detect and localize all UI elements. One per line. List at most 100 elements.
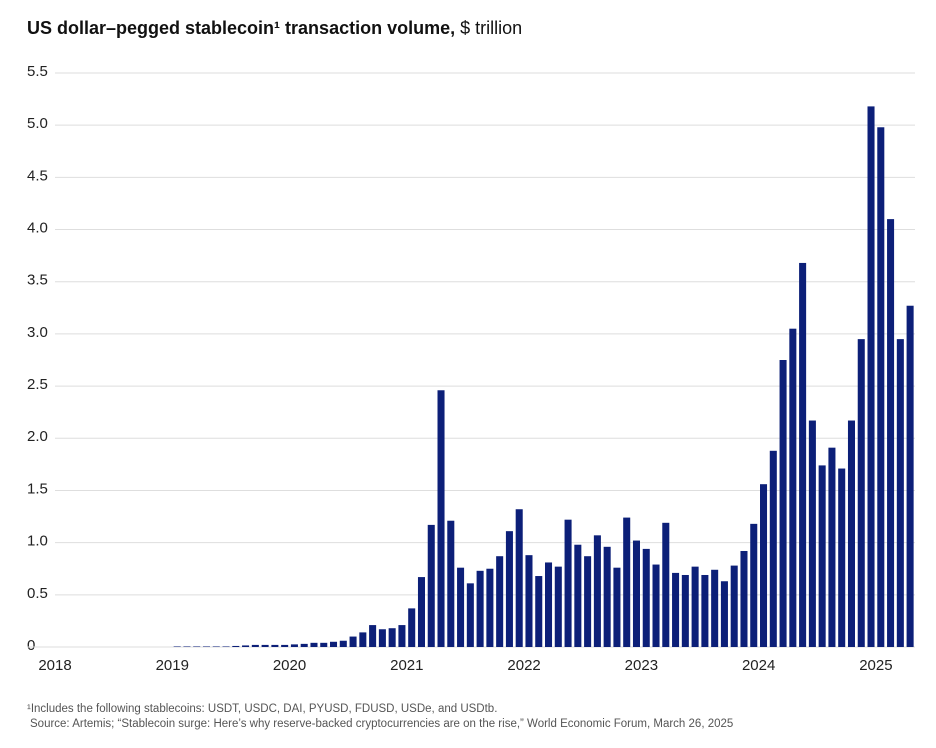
bar — [251, 644, 259, 647]
bar — [760, 484, 768, 647]
x-tick-label: 2025 — [859, 657, 892, 674]
bar — [554, 566, 562, 647]
bar — [574, 544, 582, 647]
bar — [857, 339, 865, 647]
footnote: ¹Includes the following stablecoins: USD… — [27, 703, 498, 715]
bar — [613, 567, 621, 647]
y-tick-label: 2.0 — [27, 428, 48, 445]
bar — [369, 625, 377, 647]
bar — [437, 390, 445, 647]
chart-title: US dollar–pegged stablecoin¹ transaction… — [27, 18, 522, 39]
bar — [701, 574, 709, 647]
bar — [310, 642, 318, 647]
bar — [242, 645, 250, 647]
bar — [545, 562, 553, 647]
bar — [672, 572, 680, 647]
bar — [896, 339, 904, 647]
y-tick-label: 1.0 — [27, 533, 48, 550]
bar — [847, 420, 855, 647]
bar — [320, 642, 328, 647]
bar — [193, 646, 201, 647]
bar — [339, 640, 347, 647]
bar — [828, 447, 836, 647]
title-text: US dollar–pegged stablecoin¹ transaction… — [27, 18, 456, 38]
bar — [779, 360, 787, 647]
bar — [398, 625, 406, 647]
bar — [232, 645, 240, 647]
bar — [496, 556, 504, 647]
bar — [486, 568, 494, 647]
bar — [330, 641, 338, 647]
bar — [730, 565, 738, 647]
bar — [906, 305, 914, 647]
y-tick-label: 0 — [27, 637, 35, 654]
bar — [349, 636, 357, 647]
bar — [769, 450, 777, 647]
bar — [202, 646, 210, 647]
y-tick-label: 2.5 — [27, 376, 48, 393]
bar — [427, 524, 435, 647]
bar — [271, 644, 279, 647]
bar — [584, 556, 592, 647]
y-tick-label: 4.0 — [27, 220, 48, 237]
bar — [662, 522, 670, 647]
bar — [867, 106, 875, 647]
bar — [417, 577, 425, 647]
x-tick-label: 2021 — [390, 657, 423, 674]
unit: $ trillion — [460, 18, 523, 38]
bar — [799, 262, 807, 647]
bar — [261, 644, 269, 647]
x-tick-label: 2024 — [742, 657, 775, 674]
bar — [750, 523, 758, 647]
bar — [603, 546, 611, 647]
y-tick-label: 3.5 — [27, 272, 48, 289]
bar — [378, 629, 386, 647]
bar — [740, 550, 748, 647]
x-tick-label: 2022 — [507, 657, 540, 674]
bar — [720, 581, 728, 647]
bar — [300, 643, 308, 647]
x-tick-label: 2018 — [38, 657, 71, 674]
bar — [515, 509, 523, 647]
source: Source: Artemis; “Stablecoin surge: Here… — [30, 718, 734, 730]
bar — [447, 520, 455, 647]
y-tick-label: 4.5 — [27, 167, 48, 184]
bar — [691, 566, 699, 647]
y-tick-label: 5.5 — [27, 63, 48, 80]
x-tick-label: 2023 — [625, 657, 658, 674]
bar — [457, 567, 465, 647]
bar — [281, 644, 289, 647]
bar — [525, 555, 533, 647]
bar — [642, 548, 650, 647]
bar — [877, 127, 885, 647]
bar — [359, 632, 367, 647]
bar — [183, 646, 191, 647]
bar — [711, 569, 719, 647]
bar — [838, 468, 846, 647]
y-tick-label: 5.0 — [27, 115, 48, 132]
bar — [535, 576, 543, 647]
bar — [808, 420, 816, 647]
x-tick-label: 2020 — [273, 657, 306, 674]
bar — [632, 540, 640, 647]
bar — [290, 644, 298, 647]
bar — [212, 646, 220, 647]
bar — [564, 519, 572, 647]
bar — [222, 646, 230, 647]
y-tick-label: 3.0 — [27, 324, 48, 341]
y-tick-label: 1.5 — [27, 480, 48, 497]
bar — [173, 646, 181, 647]
bar — [593, 535, 601, 647]
bar — [623, 517, 631, 647]
footnotes: ¹Includes the following stablecoins: USD… — [27, 702, 733, 732]
bar — [505, 531, 513, 647]
bar — [818, 465, 826, 647]
y-tick-label: 0.5 — [27, 585, 48, 602]
bar — [789, 328, 797, 647]
bar — [408, 608, 416, 647]
bar — [476, 570, 484, 647]
x-tick-label: 2019 — [156, 657, 189, 674]
bar — [887, 219, 895, 648]
bar — [652, 564, 660, 647]
